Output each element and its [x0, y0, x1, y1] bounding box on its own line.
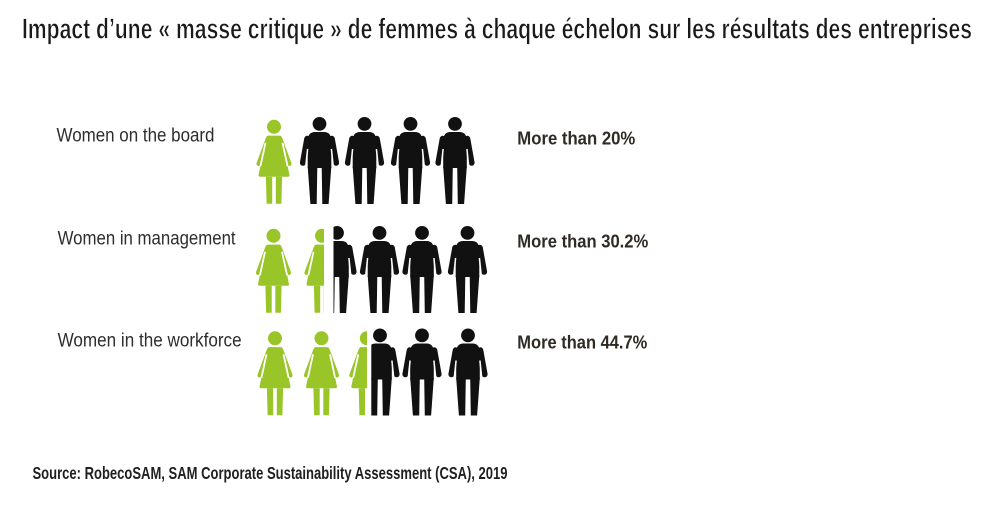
svg-text:Impact d’une « masse critique: Impact d’une « masse critique » de femme…	[22, 13, 972, 45]
svg-text:Women in management: Women in management	[58, 229, 237, 250]
svg-text:More than 30.2%: More than 30.2%	[517, 230, 648, 251]
svg-text:Source: RobecoSAM, SAM Corpora: Source: RobecoSAM, SAM Corporate Sustain…	[33, 463, 508, 483]
svg-text:More than 44.7%: More than 44.7%	[517, 331, 647, 352]
svg-text:More than 20%: More than 20%	[517, 127, 635, 148]
svg-text:Women on the board: Women on the board	[57, 126, 215, 147]
svg-text:Women in the workforce: Women in the workforce	[58, 331, 242, 352]
